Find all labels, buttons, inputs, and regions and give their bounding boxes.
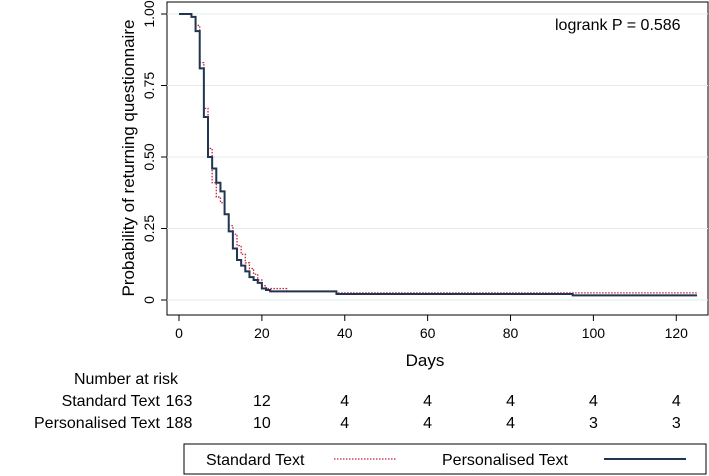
risk-table-title: Number at risk bbox=[74, 371, 179, 388]
risk-table: Number at risk Standard Text 163 12 4 4 4 4 4 Pe… bbox=[34, 371, 681, 432]
risk-value: 4 bbox=[340, 415, 349, 432]
risk-value: 3 bbox=[589, 415, 598, 432]
risk-value: 188 bbox=[166, 415, 193, 432]
risk-value: 4 bbox=[506, 393, 515, 410]
risk-value: 4 bbox=[423, 393, 432, 410]
legend-label-standard: Standard Text bbox=[206, 452, 305, 469]
x-tick-label: 0 bbox=[175, 325, 183, 341]
risk-value: 163 bbox=[166, 393, 193, 410]
series-line-personalised-text bbox=[179, 13, 697, 297]
y-axis-title: Probability of returning questionnaire bbox=[119, 20, 138, 297]
x-tick-label: 20 bbox=[254, 325, 270, 341]
risk-value: 4 bbox=[589, 393, 598, 410]
legend-label-personalised: Personalised Text bbox=[442, 452, 569, 469]
gridlines bbox=[167, 13, 708, 301]
x-tick-label: 80 bbox=[503, 325, 519, 341]
risk-value: 12 bbox=[253, 393, 271, 410]
plot-area bbox=[166, 1, 709, 316]
risk-value: 4 bbox=[423, 415, 432, 432]
risk-value: 4 bbox=[672, 393, 681, 410]
x-tick-label: 100 bbox=[582, 325, 606, 341]
series-group bbox=[179, 13, 697, 297]
y-tick-label: 0.25 bbox=[141, 215, 157, 242]
x-tick-label: 120 bbox=[665, 325, 689, 341]
y-tick-label: 0.50 bbox=[141, 143, 157, 170]
y-tick-label: 1.00 bbox=[141, 0, 157, 27]
risk-value: 4 bbox=[506, 415, 515, 432]
x-axis-title: Days bbox=[406, 351, 445, 370]
y-tick-label: 0 bbox=[141, 296, 157, 304]
risk-value: 4 bbox=[340, 393, 349, 410]
y-tick-label: 0.75 bbox=[141, 72, 157, 99]
legend: Standard Text Personalised Text bbox=[183, 443, 707, 475]
axes: 0 0.25 0.50 0.75 1.00 0 20 40 60 80 100 120 bbox=[141, 0, 688, 341]
risk-row-label: Personalised Text bbox=[34, 415, 161, 432]
x-tick-label: 40 bbox=[337, 325, 353, 341]
logrank-annotation: logrank P = 0.586 bbox=[555, 17, 681, 34]
risk-value: 3 bbox=[672, 415, 681, 432]
risk-value: 10 bbox=[253, 415, 271, 432]
x-tick-label: 60 bbox=[420, 325, 436, 341]
risk-row-label: Standard Text bbox=[62, 393, 161, 410]
